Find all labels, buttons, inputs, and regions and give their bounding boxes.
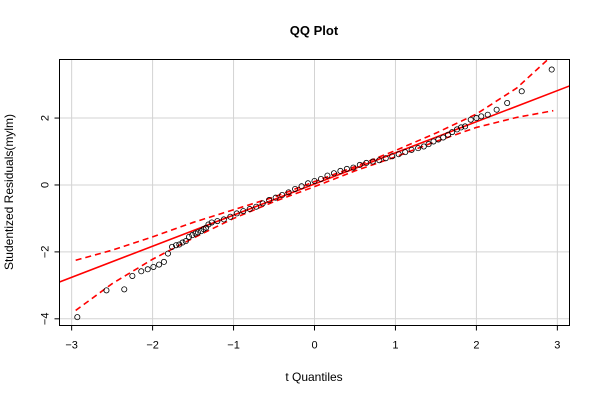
y-tick-label: 0 xyxy=(40,182,52,188)
x-axis-ticks: −3 −2 −1 0 1 2 3 xyxy=(65,325,560,352)
data-point xyxy=(214,218,221,225)
data-point xyxy=(402,149,409,156)
y-axis-label: Studentized Residuals(mylm) xyxy=(2,114,16,270)
data-point xyxy=(518,88,525,95)
data-point xyxy=(445,131,452,138)
data-point xyxy=(504,99,511,106)
data-point xyxy=(493,106,500,113)
data-point xyxy=(173,242,180,249)
data-point xyxy=(350,164,357,171)
data-point xyxy=(169,243,176,250)
data-point xyxy=(182,238,189,245)
data-points xyxy=(74,66,555,321)
data-point xyxy=(337,167,344,174)
data-point xyxy=(430,138,437,145)
data-point xyxy=(369,158,376,165)
data-point xyxy=(186,233,193,240)
envelope-upper-line xyxy=(75,59,550,262)
confidence-envelope xyxy=(75,59,554,312)
data-point xyxy=(292,185,299,192)
x-tick-label: 3 xyxy=(554,340,560,352)
data-point xyxy=(279,192,286,199)
data-point xyxy=(420,143,427,150)
data-point xyxy=(259,200,266,207)
data-point xyxy=(343,165,350,172)
data-point xyxy=(317,175,324,182)
data-point xyxy=(458,124,465,131)
data-point xyxy=(435,136,442,143)
data-point xyxy=(164,250,171,257)
data-point xyxy=(205,221,212,228)
x-tick-label: 0 xyxy=(311,340,317,352)
data-point xyxy=(74,314,81,321)
data-point xyxy=(330,170,337,177)
data-point xyxy=(478,113,485,120)
data-point xyxy=(440,134,447,141)
data-point xyxy=(194,229,201,236)
x-tick-label: 2 xyxy=(473,340,479,352)
data-point xyxy=(240,208,247,215)
reference-line xyxy=(59,85,570,283)
data-point xyxy=(298,183,305,190)
data-point xyxy=(233,210,240,217)
x-tick-label: −3 xyxy=(65,340,78,352)
data-point xyxy=(246,206,253,213)
data-point xyxy=(285,189,292,196)
data-point xyxy=(382,155,389,162)
data-point xyxy=(324,172,331,179)
data-point xyxy=(305,180,312,187)
x-tick-label: −2 xyxy=(146,340,159,352)
data-point xyxy=(408,146,415,153)
x-tick-label: −1 xyxy=(227,340,240,352)
data-point xyxy=(208,219,215,226)
data-point xyxy=(311,177,318,184)
y-tick-label: −4 xyxy=(40,313,52,326)
data-point xyxy=(376,157,383,164)
x-axis-label: t Quantiles xyxy=(285,370,342,384)
y-axis-ticks: −4 −2 0 2 xyxy=(40,115,60,325)
data-point xyxy=(415,145,422,152)
data-point xyxy=(425,141,432,148)
data-point xyxy=(462,123,469,130)
data-point xyxy=(272,194,279,201)
data-point xyxy=(103,287,110,294)
reference-line-solid xyxy=(59,85,570,283)
envelope-lower-line xyxy=(75,109,554,312)
y-tick-label: 2 xyxy=(40,115,52,121)
data-point xyxy=(144,266,151,273)
data-point xyxy=(156,261,163,268)
data-point xyxy=(548,66,555,73)
data-point xyxy=(253,203,260,210)
data-point xyxy=(189,232,196,239)
data-point xyxy=(129,272,136,279)
data-point xyxy=(138,268,145,275)
data-point xyxy=(160,258,167,265)
data-point xyxy=(363,159,370,166)
data-point xyxy=(395,151,402,158)
x-tick-label: 1 xyxy=(392,340,398,352)
data-point xyxy=(176,241,183,248)
data-point xyxy=(356,161,363,168)
y-tick-label: −2 xyxy=(40,246,52,259)
data-point xyxy=(150,263,157,270)
grid-lines xyxy=(59,59,570,326)
data-point xyxy=(389,153,396,160)
data-point xyxy=(179,239,186,246)
data-point xyxy=(227,213,234,220)
data-point xyxy=(220,216,227,223)
data-point xyxy=(121,286,128,293)
chart-title: QQ Plot xyxy=(290,23,339,38)
data-point xyxy=(484,111,491,118)
data-point xyxy=(266,197,273,204)
data-point xyxy=(467,116,474,123)
data-point xyxy=(449,129,456,136)
